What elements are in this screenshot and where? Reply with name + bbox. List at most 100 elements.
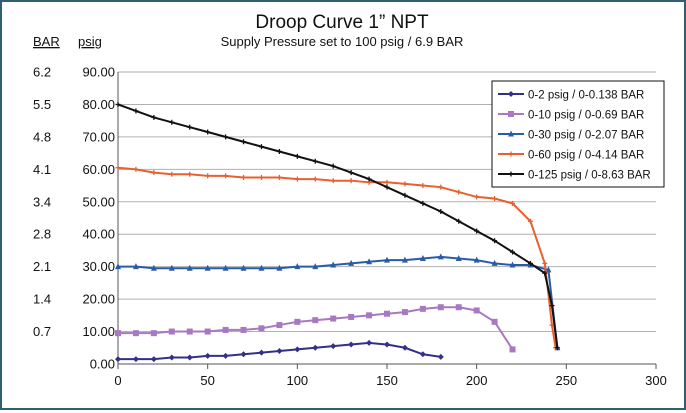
y-tick-label-psig: 70.00 xyxy=(82,129,115,144)
y-tick-label-bar: 4.1 xyxy=(33,162,51,177)
data-point xyxy=(384,179,390,185)
y-tick-label-psig: 10.00 xyxy=(82,324,115,339)
data-point xyxy=(527,218,533,224)
data-point xyxy=(222,352,229,359)
data-point xyxy=(240,264,247,271)
data-point xyxy=(401,309,408,316)
legend-label: 0-30 psig / 0-2.07 BAR xyxy=(528,130,644,142)
data-point xyxy=(348,259,355,266)
x-tick-label: 300 xyxy=(645,373,667,388)
data-point xyxy=(492,196,498,202)
data-point xyxy=(204,352,211,359)
data-point xyxy=(438,209,444,215)
data-point xyxy=(510,200,516,206)
y-tick-label-psig: 60.00 xyxy=(82,162,115,177)
data-point xyxy=(420,183,426,189)
data-point xyxy=(542,260,548,266)
data-point xyxy=(455,304,462,311)
legend-marker xyxy=(508,91,514,97)
data-point xyxy=(401,256,408,263)
data-point xyxy=(241,139,247,145)
series-0-60-psig-0-4-14-bar xyxy=(115,165,559,351)
data-point xyxy=(115,263,121,270)
data-point xyxy=(151,170,157,176)
data-point xyxy=(312,263,319,270)
legend-marker xyxy=(508,151,514,157)
data-point xyxy=(366,176,372,182)
y-tick-label-bar: 2.8 xyxy=(33,227,51,242)
y-tick-label-bar: 3.4 xyxy=(33,194,51,209)
x-tick-label: 200 xyxy=(466,373,488,388)
data-point xyxy=(545,266,552,273)
legend-marker xyxy=(508,130,514,137)
data-point xyxy=(510,249,516,255)
data-point xyxy=(474,194,480,200)
data-point xyxy=(168,264,175,271)
data-point xyxy=(133,108,139,114)
data-point xyxy=(258,325,265,332)
y-tick-label-psig: 20.00 xyxy=(82,292,115,307)
x-tick-label: 150 xyxy=(376,373,398,388)
data-point xyxy=(258,264,265,271)
data-point xyxy=(169,119,175,125)
data-point xyxy=(204,328,211,335)
legend-label: 0-125 psig / 0-8.63 BAR xyxy=(528,170,651,182)
data-point xyxy=(276,348,283,355)
data-point xyxy=(509,346,516,353)
data-point xyxy=(204,264,211,271)
data-point xyxy=(473,307,480,314)
legend-marker xyxy=(508,111,514,117)
data-point xyxy=(294,176,300,182)
y-tick-label-psig: 80.00 xyxy=(82,97,115,112)
data-point xyxy=(437,253,444,260)
data-point xyxy=(384,184,390,190)
data-point xyxy=(187,124,193,130)
y-tick-label-psig: 30.00 xyxy=(82,259,115,274)
data-point xyxy=(312,158,318,164)
x-tick-label: 100 xyxy=(286,373,308,388)
series-line xyxy=(117,103,559,348)
data-point xyxy=(384,341,390,348)
data-point xyxy=(240,351,247,358)
data-point xyxy=(294,263,301,270)
y-tick-label-bar: 4.8 xyxy=(33,129,51,144)
data-point xyxy=(169,171,175,177)
data-point xyxy=(115,356,121,363)
data-point xyxy=(151,114,157,120)
legend-label: 0-10 psig / 0-0.69 BAR xyxy=(528,110,644,122)
data-point xyxy=(241,174,247,180)
data-point xyxy=(420,200,426,206)
data-point xyxy=(437,353,444,360)
data-point xyxy=(554,345,560,351)
data-point xyxy=(312,317,319,324)
data-point xyxy=(330,163,336,169)
data-point xyxy=(276,322,283,329)
data-point xyxy=(150,330,157,337)
data-point xyxy=(348,170,354,176)
series-line xyxy=(118,306,514,350)
y-tick-label-bar: 6.2 xyxy=(33,65,51,80)
data-point xyxy=(258,349,265,356)
legend: 0-2 psig / 0-0.138 BAR 0-10 psig / 0-0.69… xyxy=(491,80,665,188)
tick-labels: 0.00 10.00 0.7 20.00 1.4 30.00 2.1 40.00 2.8 50.0… xyxy=(33,65,667,389)
data-point xyxy=(549,303,555,309)
data-point xyxy=(330,178,336,184)
data-point xyxy=(276,174,282,180)
legend-entry: 0-2 psig / 0-0.138 BAR xyxy=(498,90,644,102)
data-point xyxy=(509,261,516,268)
data-point xyxy=(294,346,301,353)
data-point xyxy=(222,264,229,271)
data-point xyxy=(492,238,498,244)
series-0-125-psig-0-8-63-bar xyxy=(115,101,560,351)
legend-box xyxy=(491,80,665,188)
x-tick-label: 0 xyxy=(114,373,121,388)
data-point xyxy=(542,270,548,276)
data-point xyxy=(312,344,319,351)
data-point xyxy=(223,134,229,140)
y-tick-label-bar: 1.4 xyxy=(33,292,51,307)
legend-label: 0-60 psig / 0-4.14 BAR xyxy=(528,150,644,162)
series-0-10-psig-0-0-69-bar xyxy=(115,304,516,353)
data-point xyxy=(455,255,462,262)
legend-entry: 0-30 psig / 0-2.07 BAR xyxy=(498,130,644,142)
